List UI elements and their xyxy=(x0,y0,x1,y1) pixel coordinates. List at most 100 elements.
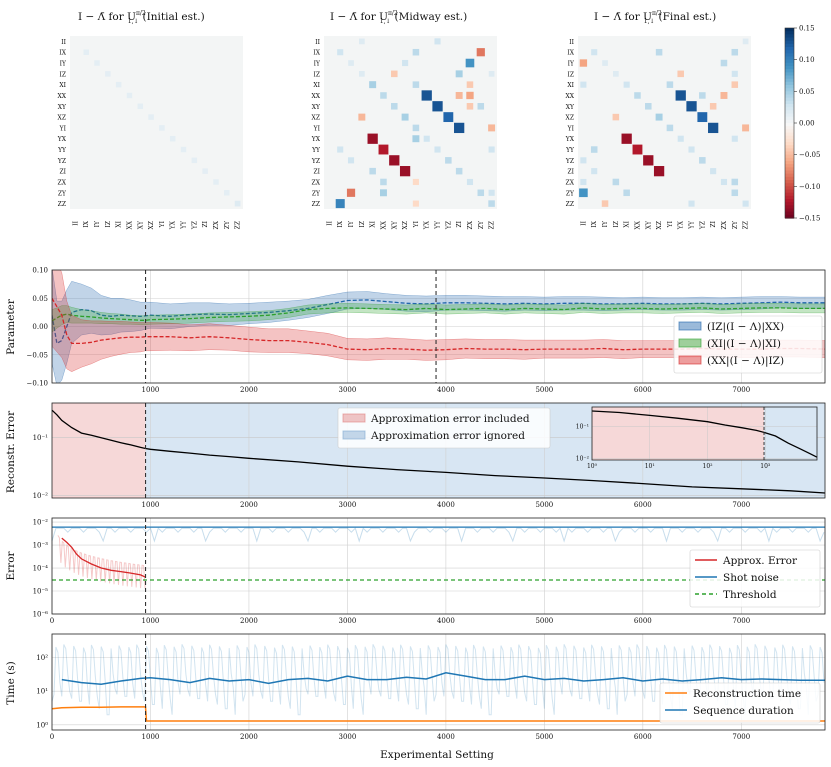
heatmap-col-label: YY xyxy=(181,220,188,230)
heatmap-col-label: XZ xyxy=(148,221,155,229)
heatmap-col-label: XI xyxy=(116,220,123,227)
heatmap-col-label: XX xyxy=(634,220,641,229)
y-tick-label: 0.05 xyxy=(32,295,48,303)
heatmap-cell xyxy=(369,167,376,175)
heatmap-cell xyxy=(742,200,749,207)
colorbar-segment xyxy=(785,123,794,127)
heatmap-cell xyxy=(346,188,356,197)
heatmap-row-label: II xyxy=(315,39,320,46)
heatmap-cell xyxy=(380,178,387,186)
heatmap-cell xyxy=(655,113,663,121)
heatmap-cell xyxy=(169,135,176,142)
colorbar-segment xyxy=(785,192,794,197)
heatmap-cell xyxy=(632,144,643,155)
heatmap-row-label: YZ xyxy=(565,158,574,165)
heatmap-cell xyxy=(455,167,463,175)
heatmap-col-label: IX xyxy=(337,220,344,227)
heatmap-col-label: XY xyxy=(391,220,398,229)
heatmap-col-label: YZ xyxy=(191,221,198,230)
heatmap-row-label: XY xyxy=(566,104,575,111)
heatmap-cell xyxy=(488,200,495,207)
colorbar-segment xyxy=(785,145,794,149)
colorbar-segment xyxy=(785,183,794,187)
legend-label: Approx. Error xyxy=(722,555,798,567)
heatmap-col-label: YI xyxy=(413,220,420,228)
y-tick-label: 10² xyxy=(36,654,48,662)
heatmap-cell xyxy=(126,92,133,99)
heatmap-cell xyxy=(358,113,366,121)
heatmap-cell xyxy=(677,135,684,142)
colorbar-segment xyxy=(785,151,794,156)
colorbar-segment xyxy=(785,59,794,64)
heatmap-cell xyxy=(378,144,389,155)
y-tick-label: 10⁻⁵ xyxy=(33,588,49,596)
legend-label: Shot noise xyxy=(723,572,779,584)
heatmap-col-label: ZI xyxy=(710,220,717,227)
heatmap-cell xyxy=(421,90,432,101)
colorbar-segment xyxy=(785,34,794,39)
heatmap-cell xyxy=(380,92,387,99)
heatmap-col-label: IY xyxy=(348,220,355,227)
heatmap-title-final: I − Λ̄ for Uπ/2 1,↓ (Final est.) xyxy=(594,10,716,25)
heatmap-cell xyxy=(402,59,409,67)
heatmap-cell xyxy=(634,92,641,99)
heatmap-row-label: ZZ xyxy=(566,201,574,208)
heatmap-cell xyxy=(488,124,496,132)
heatmap-col-label: XY xyxy=(645,220,652,229)
heatmap-cell xyxy=(391,103,398,110)
heatmap-cell xyxy=(335,199,345,209)
colorbar-segment xyxy=(785,135,794,140)
colorbar-segment xyxy=(785,148,794,153)
x-tick-label: 2000 xyxy=(240,733,258,741)
colorbar-segment xyxy=(785,56,794,61)
heatmap-row-label: ZI xyxy=(59,169,66,176)
heatmap-row-label: ZY xyxy=(566,190,575,197)
colorbar-segment xyxy=(785,110,794,115)
heatmap-cell xyxy=(423,135,430,142)
colorbar-segment xyxy=(785,75,794,80)
heatmap-col-label: ZI xyxy=(456,220,463,227)
x-tick-label: 7000 xyxy=(732,501,750,509)
heatmap-col-label: XY xyxy=(137,220,144,229)
heatmap-row-label: XI xyxy=(313,82,320,89)
colorbar-tick-label: 0.00 xyxy=(799,120,815,128)
heatmap-col-label: XX xyxy=(126,220,133,229)
heatmap-cell xyxy=(455,70,463,78)
heatmap-cell xyxy=(399,166,411,177)
colorbar-segment xyxy=(785,97,794,102)
heatmap-row-label: IX xyxy=(567,50,574,57)
heatmap-col-label: YZ xyxy=(445,221,452,230)
legend-label: Threshold xyxy=(723,589,777,601)
heatmap-cell xyxy=(94,60,100,66)
heatmap-cell xyxy=(488,70,495,77)
colorbar-segment xyxy=(785,129,794,134)
heatmap-row-label: ZX xyxy=(312,179,321,186)
error-panel: 0 1000 2000 3000 4000 5000 6000 7000 10⁻² 10⁻³ 10⁻… xyxy=(33,517,826,625)
axes-frame xyxy=(51,633,826,731)
y-tick-label: 0.10 xyxy=(32,267,48,275)
colorbar-segment xyxy=(785,113,794,118)
heatmap-cell xyxy=(369,81,377,89)
y-tick-label: 10⁻² xyxy=(33,492,49,500)
y-tick-label: 10⁻¹ xyxy=(33,434,49,442)
time-line xyxy=(51,706,825,722)
heatmap-row-label: ZX xyxy=(58,179,67,186)
ylabel-parameter: Parameter xyxy=(5,298,17,355)
heatmap-col-label: ZX xyxy=(467,220,474,229)
legend-label: Sequence duration xyxy=(693,705,794,717)
legend-box xyxy=(659,682,821,724)
colorbar-segment xyxy=(785,205,794,210)
sequence-duration-spread xyxy=(51,644,825,716)
x-tick-label: 7000 xyxy=(732,733,750,741)
heatmap-cell xyxy=(445,157,452,164)
heatmap-col-label: YY xyxy=(689,220,696,230)
heatmap-cell xyxy=(348,60,354,66)
colorbar-tick-label: −0.10 xyxy=(799,183,820,191)
heatmap-cell xyxy=(105,71,111,77)
colorbar-segment xyxy=(785,154,794,159)
shot-noise-fluctuation xyxy=(51,527,825,543)
heatmap-col-label: XI xyxy=(624,220,631,227)
heatmap-row-label: II xyxy=(61,39,66,46)
heatmap-col-label: XX xyxy=(380,220,387,229)
